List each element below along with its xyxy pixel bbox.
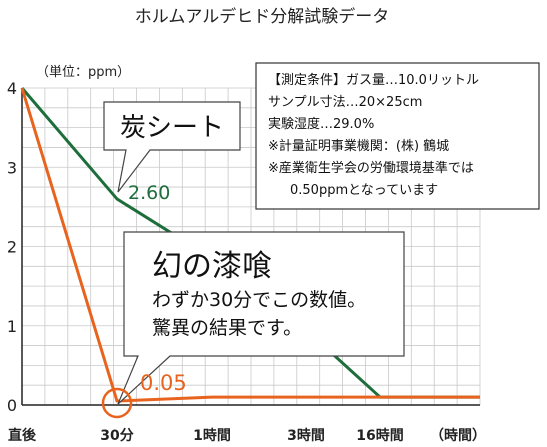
y-tick-label-3: 3 <box>7 158 17 177</box>
condition-line-6: 0.50ppmとなっています <box>290 183 438 198</box>
conditions-box: 【測定条件】ガス量…10.0リットル サンプル寸法…20×25cm 実験湿度…2… <box>255 62 540 210</box>
y-tick-label-1: 1 <box>7 317 17 336</box>
condition-line-3: 実験湿度…29.0% <box>268 116 374 132</box>
callout-sheet: 炭シート <box>103 101 241 193</box>
callout-sheet-bubble <box>103 101 241 193</box>
x-tick-label-3: 3時間 <box>287 427 325 444</box>
callout-plaster-bubble <box>117 231 405 405</box>
x-tick-label-1: 30分 <box>100 428 133 444</box>
highlight-circle <box>101 387 133 419</box>
axes <box>21 88 480 406</box>
callout-plaster: 幻の漆喰 わずか30分でこの数値。 驚異の結果です。 <box>117 231 405 405</box>
data-label-green-30min: 2.60 <box>128 182 170 204</box>
condition-line-5: ※産業衛生学会の労働環境基準では <box>268 160 474 176</box>
x-tick-labels: 直後 30分 1時間 3時間 16時間 <box>8 427 404 444</box>
x-tick-label-0: 直後 <box>8 427 37 444</box>
chart-title: ホルムアルデヒド分解試験データ <box>135 6 390 27</box>
conditions-box-frame <box>255 62 540 210</box>
y-tick-label-2: 2 <box>7 238 17 257</box>
callout-plaster-line2: 驚異の結果です。 <box>152 317 302 339</box>
callout-plaster-title: 幻の漆喰 <box>152 249 272 284</box>
condition-line-1: 【測定条件】ガス量…10.0リットル <box>268 72 479 88</box>
y-tick-label-0: 0 <box>7 396 17 415</box>
y-tick-label-4: 4 <box>7 79 17 98</box>
data-label-orange-30min: 0.05 <box>140 371 187 395</box>
callout-plaster-line1: わずか30分でこの数値。 <box>152 289 366 311</box>
callout-sheet-label: 炭シート <box>120 113 224 143</box>
condition-line-4: ※計量証明事業機関：(株) 鶴城 <box>268 138 449 154</box>
x-axis-unit: （時間） <box>430 427 486 444</box>
y-tick-labels: 0 1 2 3 4 <box>7 79 17 415</box>
x-tick-label-4: 16時間 <box>356 427 403 444</box>
x-tick-label-2: 1時間 <box>193 427 231 444</box>
y-axis-label: （単位：ppm） <box>36 64 130 80</box>
condition-line-2: サンプル寸法…20×25cm <box>268 95 422 110</box>
